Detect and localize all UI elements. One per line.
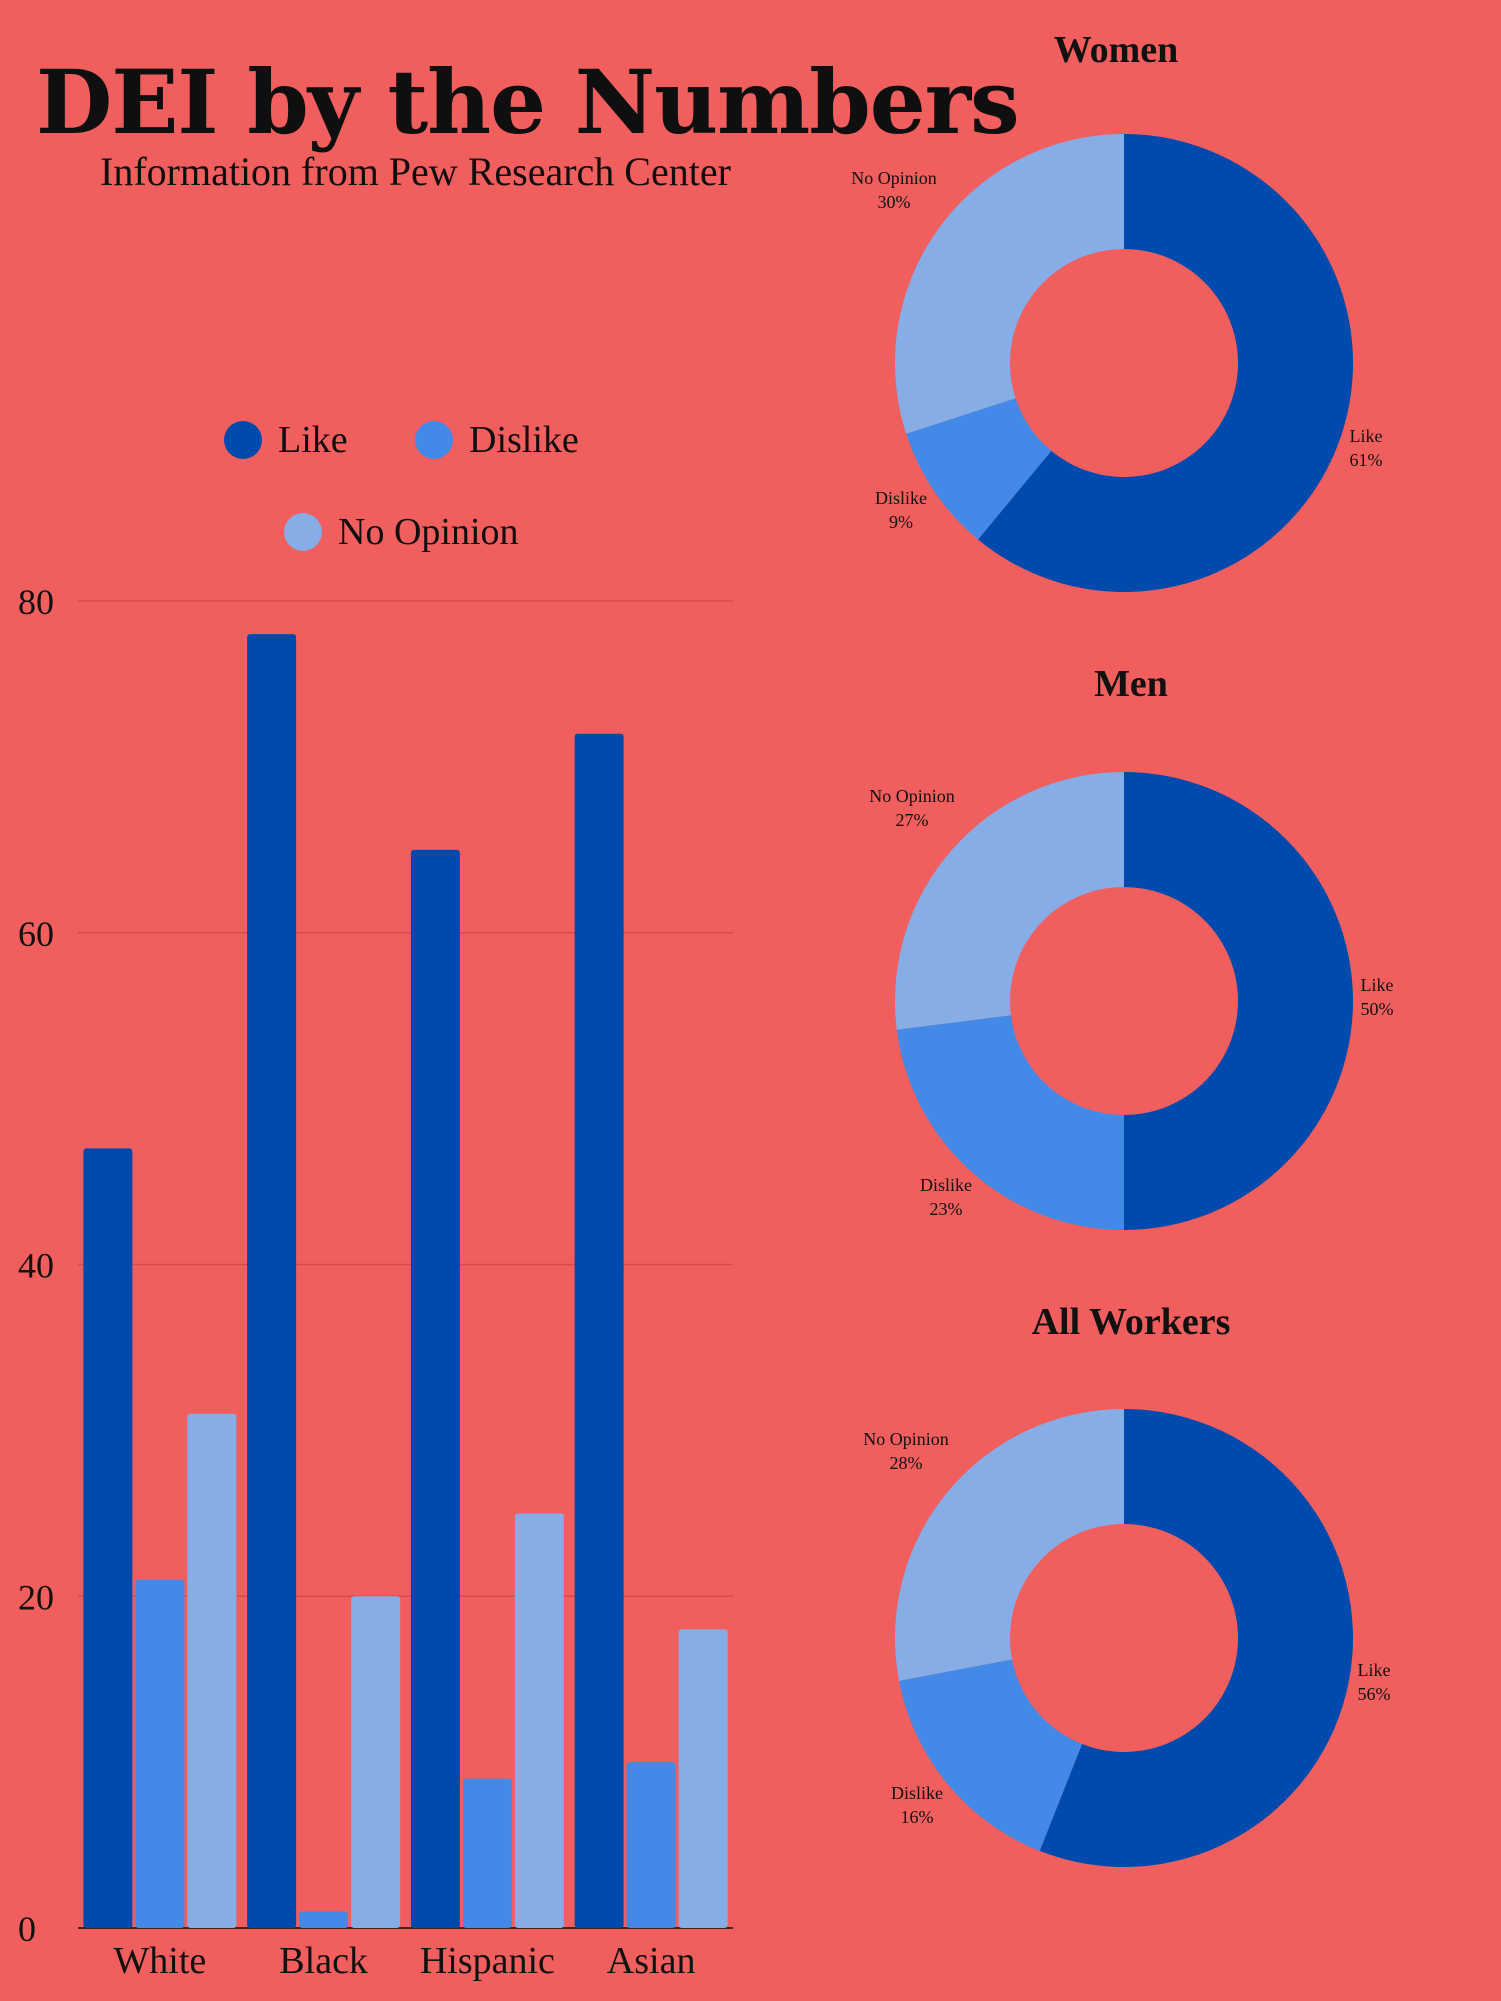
slice-label-men-no-opinion: No Opinion <box>869 786 955 806</box>
y-tick-label: 20 <box>18 1577 54 1617</box>
slice-value-men-dislike: 23% <box>930 1199 963 1219</box>
bar-asian-like <box>574 733 624 1929</box>
legend-item-dislike: Dislike <box>415 418 579 462</box>
bar-hispanic-like <box>410 849 460 1928</box>
donut-title-men: Men <box>1094 663 1168 705</box>
legend-swatch-dislike <box>415 421 453 459</box>
legend-label-no-opinion: No Opinion <box>338 511 519 553</box>
bar-chart: 0 20 40 60 80 White Black Hispanic Asian <box>18 582 733 1982</box>
donut-slice-women-no-opinion <box>894 134 1124 434</box>
slice-value-men-like: 50% <box>1361 999 1394 1019</box>
donut-slice-all-workers-like <box>1039 1409 1354 1868</box>
legend-item-like: Like <box>224 418 348 462</box>
y-tick-label: 0 <box>18 1909 36 1949</box>
x-tick-label-white: White <box>113 1940 206 1982</box>
donut-title-women: Women <box>1054 29 1179 71</box>
bar-white-no-opinion <box>187 1413 237 1928</box>
slice-label-men-like: Like <box>1361 975 1394 995</box>
slice-label-men-dislike: Dislike <box>920 1175 972 1195</box>
x-tick-label-black: Black <box>279 1940 368 1982</box>
slice-label-women-dislike: Dislike <box>875 488 927 508</box>
legend-label-dislike: Dislike <box>469 419 579 461</box>
legend-item-no-opinion: No Opinion <box>284 510 519 554</box>
slice-value-all-workers-dislike: 16% <box>901 1807 934 1827</box>
bar-hispanic-dislike <box>462 1778 512 1928</box>
slice-value-women-no-opinion: 30% <box>878 192 911 212</box>
donut-slice-women-dislike <box>906 398 1052 540</box>
donut-slice-men-dislike <box>896 1015 1124 1230</box>
bar-white-like <box>83 1148 133 1928</box>
bar-asian-no-opinion <box>678 1629 728 1928</box>
x-tick-label-asian: Asian <box>607 1940 696 1982</box>
legend-label-like: Like <box>278 419 348 461</box>
legend-swatch-no-opinion <box>284 513 322 551</box>
y-tick-label: 60 <box>18 914 54 954</box>
page-title: DEI by the Numbers <box>36 50 1020 154</box>
bar-black-like <box>247 634 297 1928</box>
donut-slice-women-like <box>978 134 1354 592</box>
slice-label-women-like: Like <box>1350 426 1383 446</box>
slice-value-men-no-opinion: 27% <box>896 810 929 830</box>
bar-black-dislike <box>299 1911 349 1928</box>
donut-slice-men-like <box>1124 772 1353 1230</box>
page-subtitle: Information from Pew Research Center <box>100 149 731 194</box>
donut-men: Men Like 50% Dislike 23% No Opinion 27% <box>869 663 1394 1230</box>
donut-slice-all-workers-dislike <box>899 1659 1083 1851</box>
slice-value-all-workers-like: 56% <box>1358 1684 1391 1704</box>
y-tick-label: 40 <box>18 1246 54 1286</box>
legend-swatch-like <box>224 421 262 459</box>
slice-label-all-workers-like: Like <box>1358 1660 1391 1680</box>
slice-value-all-workers-no-opinion: 28% <box>890 1453 923 1473</box>
slice-value-women-dislike: 9% <box>889 512 913 532</box>
slice-label-women-no-opinion: No Opinion <box>851 168 937 188</box>
donut-all-workers: All Workers Like 56% Dislike 16% No Opinion 28… <box>863 1301 1391 1868</box>
y-tick-label: 80 <box>18 582 54 622</box>
donut-women: Women Like 61% Dislike 9% No Opinion 30% <box>851 29 1383 592</box>
slice-label-all-workers-no-opinion: No Opinion <box>863 1429 949 1449</box>
x-tick-label-hispanic: Hispanic <box>420 1940 555 1982</box>
bar-asian-dislike <box>626 1762 676 1928</box>
bar-white-dislike <box>135 1579 185 1928</box>
donut-slice-men-no-opinion <box>895 772 1124 1030</box>
donut-slice-all-workers-no-opinion <box>895 1409 1124 1681</box>
donut-title-all-workers: All Workers <box>1032 1301 1231 1343</box>
bar-hispanic-no-opinion <box>514 1513 564 1928</box>
slice-label-all-workers-dislike: Dislike <box>891 1783 943 1803</box>
bar-black-no-opinion <box>351 1596 401 1928</box>
slice-value-women-like: 61% <box>1350 450 1383 470</box>
